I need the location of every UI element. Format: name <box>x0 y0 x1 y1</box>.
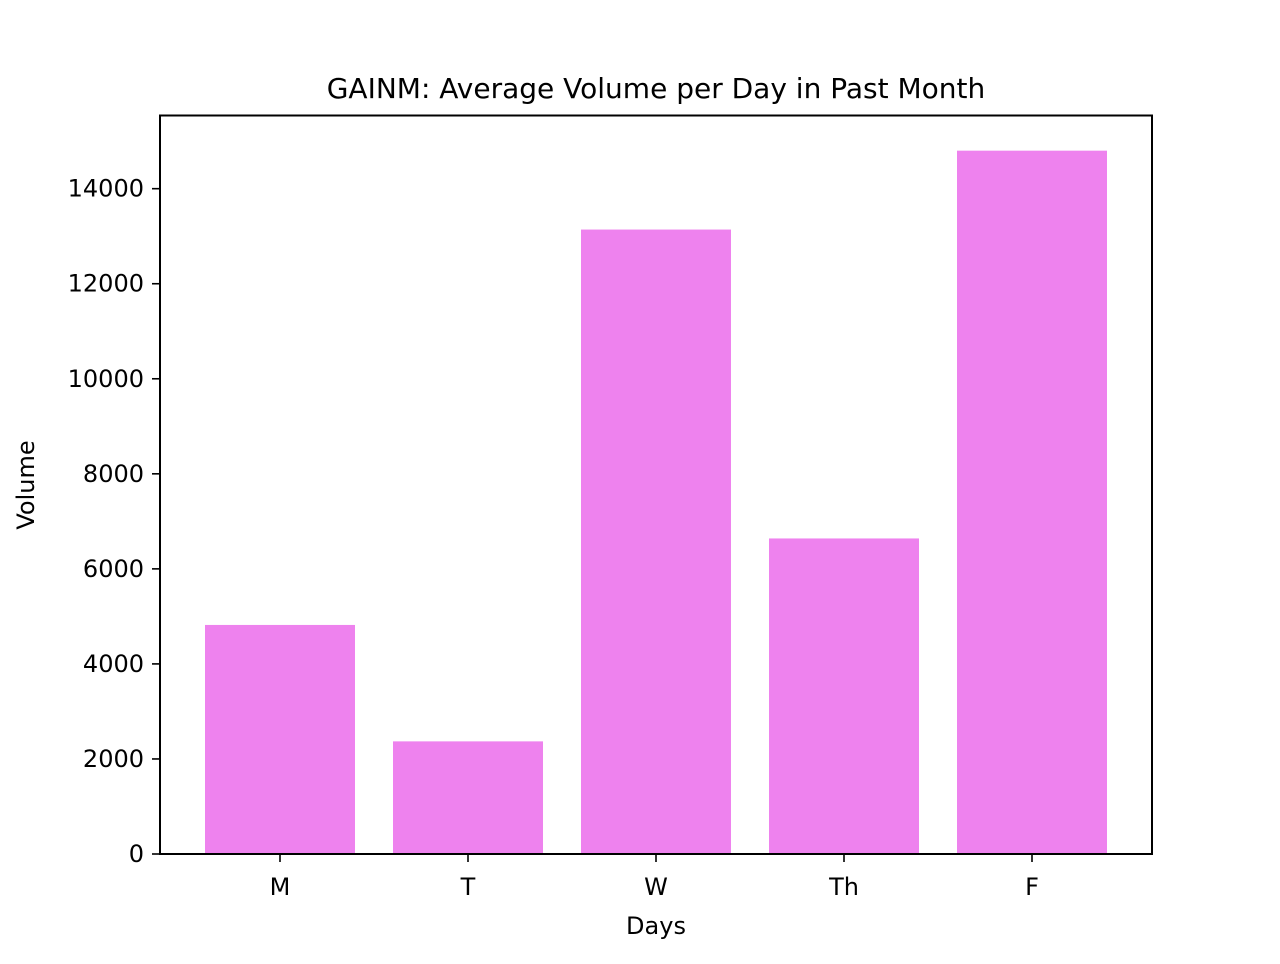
y-tick-label: 2000 <box>83 745 144 773</box>
x-tick-label: F <box>1025 873 1039 901</box>
bar-t <box>393 741 543 854</box>
bars-layer <box>205 150 1107 854</box>
y-tick-label: 4000 <box>83 650 144 678</box>
y-tick-label: 10000 <box>68 365 144 393</box>
x-tick-label: M <box>270 873 291 901</box>
y-tick-label: 12000 <box>68 270 144 298</box>
y-axis-label: Volume <box>12 440 40 529</box>
bar-th <box>769 538 919 854</box>
bar-m <box>205 624 355 854</box>
y-tick-label: 0 <box>129 840 144 868</box>
x-axis-ticks: M T W Th F <box>270 854 1039 901</box>
x-axis-label: Days <box>626 912 686 940</box>
bar-f <box>957 150 1107 854</box>
bar-w <box>581 229 731 854</box>
chart-title: GAINM: Average Volume per Day in Past Mo… <box>327 72 986 105</box>
y-tick-label: 6000 <box>83 555 144 583</box>
plot-frame <box>159 114 1153 855</box>
y-tick-label: 8000 <box>83 460 144 488</box>
x-tick-label: W <box>644 873 668 901</box>
y-axis-ticks: 0 2000 4000 6000 8000 10000 12000 14000 <box>68 175 160 868</box>
x-tick-label: Th <box>828 873 859 901</box>
x-tick-label: T <box>460 873 476 901</box>
y-tick-label: 14000 <box>68 175 144 203</box>
